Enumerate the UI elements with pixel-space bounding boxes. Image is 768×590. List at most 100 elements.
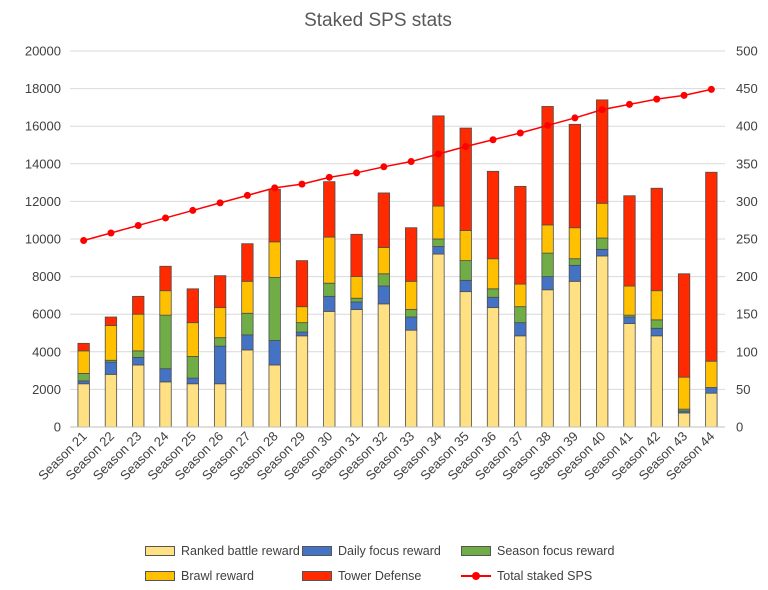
total-staked-point bbox=[680, 91, 688, 99]
bar-segment-daily-focus-reward bbox=[541, 276, 554, 291]
bar-segment-ranked-battle-reward bbox=[132, 364, 145, 428]
bar-segment-ranked-battle-reward bbox=[241, 349, 254, 428]
bar-segment-ranked-battle-reward bbox=[268, 364, 281, 428]
bar-segment-tower-defense bbox=[596, 99, 609, 204]
bar-segment-brawl-reward bbox=[541, 224, 554, 254]
bar-segment-brawl-reward bbox=[432, 205, 445, 240]
bar-segment-season-focus-reward bbox=[486, 288, 500, 298]
total-staked-point bbox=[407, 158, 415, 166]
bar-segment-daily-focus-reward bbox=[650, 327, 663, 337]
bar-segment-season-focus-reward bbox=[268, 277, 281, 341]
bar-segment-ranked-battle-reward bbox=[405, 329, 418, 428]
bar-segment-brawl-reward bbox=[486, 258, 500, 290]
total-staked-point bbox=[571, 114, 579, 122]
chart-title: Staked SPS stats bbox=[304, 10, 452, 31]
bar-segment-ranked-battle-reward bbox=[104, 373, 118, 428]
bar-segment-ranked-battle-reward bbox=[295, 335, 309, 428]
y-tick-label: 14000 bbox=[25, 156, 61, 171]
bar-segment-brawl-reward bbox=[186, 322, 199, 357]
bar-segment-season-focus-reward bbox=[377, 273, 390, 287]
bar-segment-daily-focus-reward bbox=[432, 246, 445, 255]
bar-segment-ranked-battle-reward bbox=[459, 291, 472, 428]
bar-segment-ranked-battle-reward bbox=[705, 392, 718, 428]
bar-segment-brawl-reward bbox=[295, 306, 309, 324]
bar-segment-season-focus-reward bbox=[650, 319, 663, 329]
bar-segment-ranked-battle-reward bbox=[623, 323, 636, 428]
total-staked-point bbox=[216, 199, 224, 207]
bar-segment-brawl-reward bbox=[459, 230, 472, 262]
total-staked-point bbox=[298, 180, 306, 188]
y2-tick-label: 300 bbox=[736, 194, 758, 209]
bar-segment-daily-focus-reward bbox=[623, 316, 636, 324]
bar-segment-season-focus-reward bbox=[459, 260, 472, 281]
bar-segment-brawl-reward bbox=[596, 202, 609, 239]
bar-segment-tower-defense bbox=[241, 243, 254, 282]
bar-segment-daily-focus-reward bbox=[104, 361, 118, 375]
bar-segment-tower-defense bbox=[705, 171, 718, 362]
y-tick-label: 2000 bbox=[32, 382, 61, 397]
bar-segment-ranked-battle-reward bbox=[596, 255, 609, 428]
bar-segment-brawl-reward bbox=[514, 283, 527, 308]
bar-segment-brawl-reward bbox=[213, 307, 227, 339]
bar-segment-daily-focus-reward bbox=[705, 387, 718, 394]
bar-segment-season-focus-reward bbox=[241, 312, 254, 336]
bar-segment-ranked-battle-reward bbox=[486, 307, 500, 428]
bar-segment-tower-defense bbox=[405, 227, 418, 282]
total-staked-point bbox=[462, 143, 470, 151]
bar-segment-tower-defense bbox=[159, 265, 172, 292]
stacked-bars bbox=[77, 99, 718, 428]
bar-segment-daily-focus-reward bbox=[459, 279, 472, 293]
bar-segment-ranked-battle-reward bbox=[377, 303, 390, 428]
bar-segment-season-focus-reward bbox=[159, 314, 172, 370]
y2-tick-label: 200 bbox=[736, 269, 758, 284]
bar-segment-season-focus-reward bbox=[596, 237, 609, 250]
bar-segment-brawl-reward bbox=[268, 241, 281, 278]
y2-tick-label: 50 bbox=[736, 382, 750, 397]
bar-segment-brawl-reward bbox=[323, 236, 336, 284]
bar-segment-daily-focus-reward bbox=[295, 331, 309, 337]
bar-segment-season-focus-reward bbox=[405, 309, 418, 318]
bar-segment-tower-defense bbox=[541, 106, 554, 226]
bar-segment-tower-defense bbox=[132, 295, 145, 315]
bar-segment-daily-focus-reward bbox=[350, 301, 363, 310]
bar-segment-brawl-reward bbox=[350, 276, 363, 299]
bar-segment-brawl-reward bbox=[623, 285, 636, 316]
y2-tick-label: 0 bbox=[736, 420, 743, 435]
total-staked-point bbox=[598, 106, 606, 114]
y2-tick-label: 500 bbox=[736, 44, 758, 59]
bar-segment-tower-defense bbox=[486, 170, 500, 260]
bar-segment-tower-defense bbox=[623, 195, 636, 287]
y-tick-label: 20000 bbox=[25, 44, 61, 59]
bar-segment-season-focus-reward bbox=[541, 252, 554, 278]
bar-segment-brawl-reward bbox=[241, 280, 254, 314]
total-staked-point bbox=[380, 163, 388, 171]
total-staked-point bbox=[243, 191, 251, 199]
total-staked-point bbox=[516, 129, 524, 137]
bar-segment-ranked-battle-reward bbox=[568, 280, 582, 428]
y-tick-label: 10000 bbox=[25, 232, 61, 247]
bar-segment-ranked-battle-reward bbox=[514, 335, 527, 428]
bar-segment-daily-focus-reward bbox=[241, 334, 254, 351]
bar-segment-tower-defense bbox=[514, 185, 527, 285]
bar-segment-daily-focus-reward bbox=[486, 296, 500, 309]
bar-segment-ranked-battle-reward bbox=[432, 253, 445, 428]
bar-segment-brawl-reward bbox=[568, 227, 582, 260]
bar-segment-season-focus-reward bbox=[514, 306, 527, 324]
y2-tick-label: 450 bbox=[736, 81, 758, 96]
bar-segment-season-focus-reward bbox=[77, 373, 90, 382]
bar-segment-season-focus-reward bbox=[295, 322, 309, 333]
total-staked-point bbox=[134, 221, 142, 229]
bar-segment-brawl-reward bbox=[77, 350, 90, 374]
bar-segment-ranked-battle-reward bbox=[677, 412, 691, 428]
bar-segment-daily-focus-reward bbox=[596, 248, 609, 257]
y-tick-label: 12000 bbox=[25, 194, 61, 209]
bar-segment-daily-focus-reward bbox=[377, 285, 390, 305]
y-tick-label: 4000 bbox=[32, 344, 61, 359]
bar-segment-daily-focus-reward bbox=[77, 380, 90, 385]
bar-segment-brawl-reward bbox=[405, 280, 418, 310]
total-staked-line bbox=[80, 85, 715, 245]
total-staked-point bbox=[107, 229, 115, 237]
bar-segment-tower-defense bbox=[213, 275, 227, 309]
bar-segment-daily-focus-reward bbox=[186, 377, 199, 385]
